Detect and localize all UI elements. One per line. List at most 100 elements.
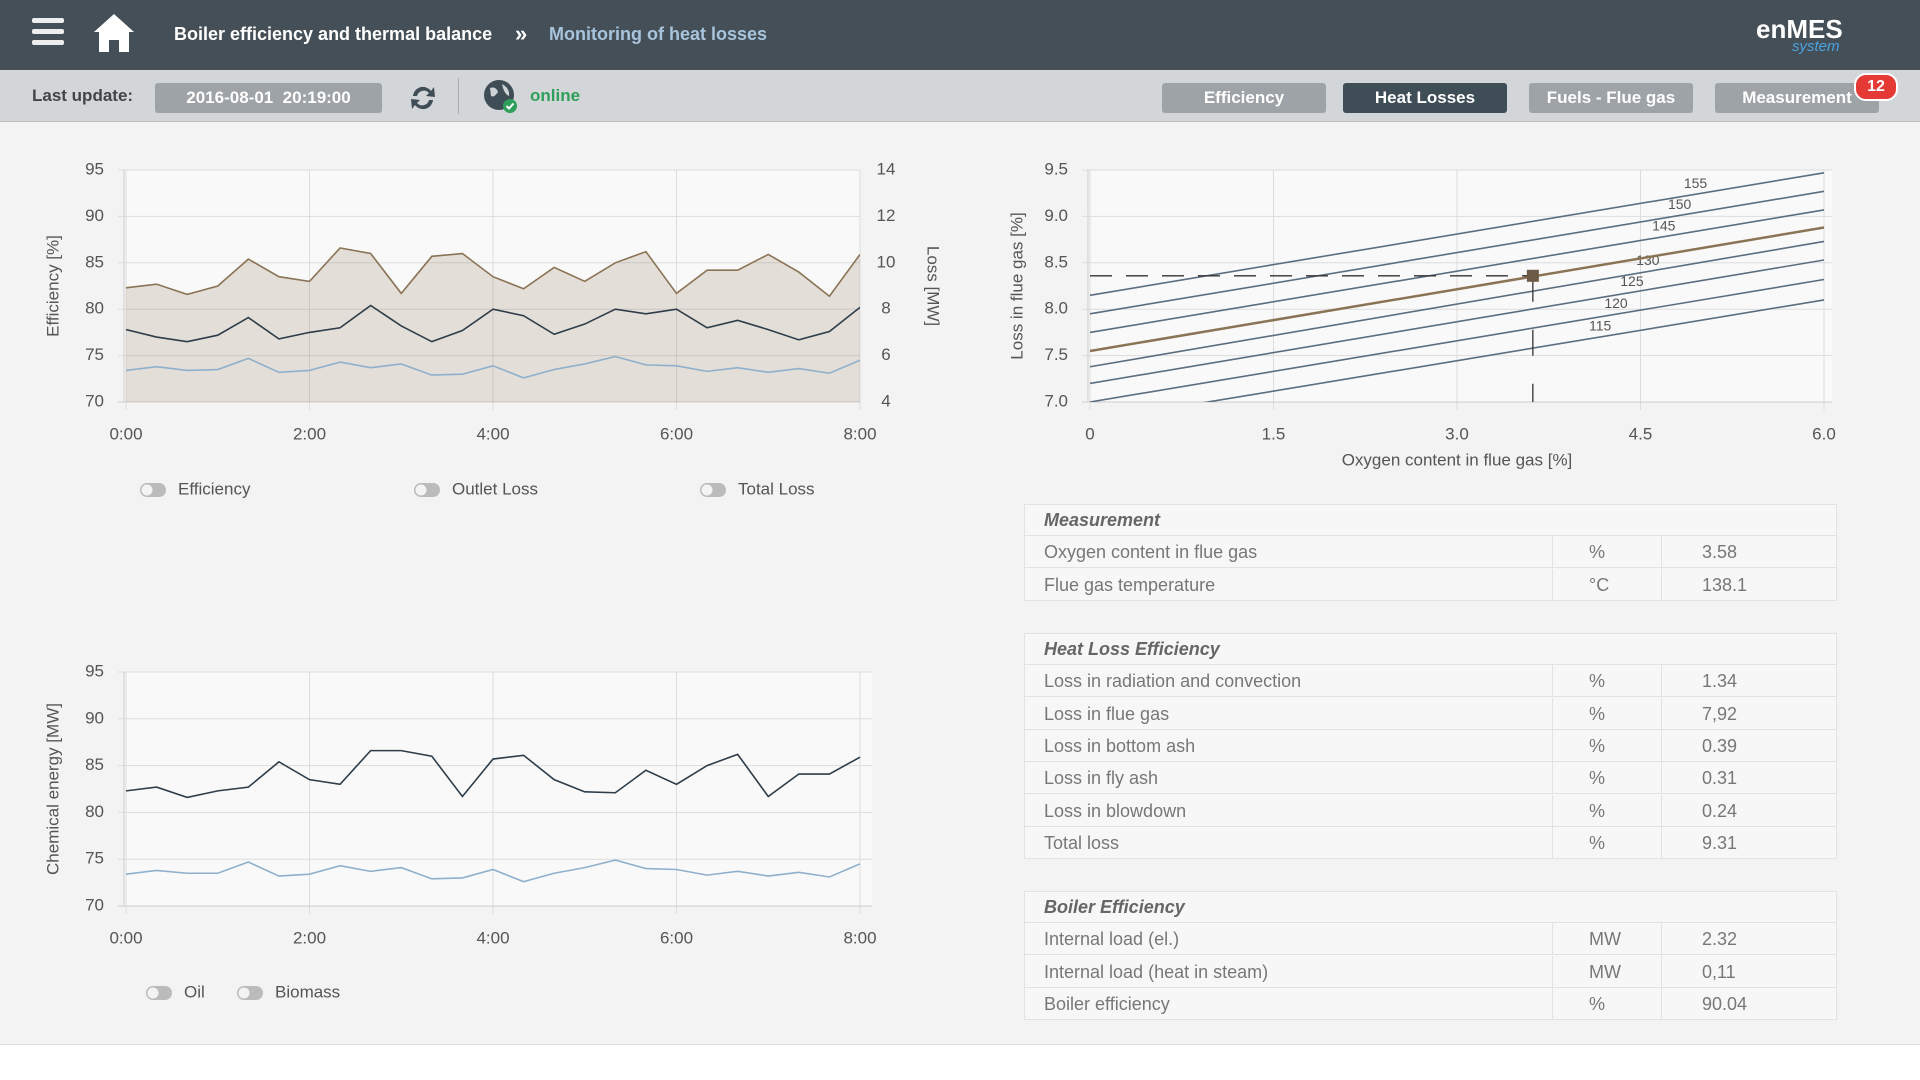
- refresh-icon[interactable]: [408, 82, 438, 114]
- home-icon[interactable]: [92, 12, 136, 54]
- plot-background: [1088, 170, 1832, 402]
- y-tick-label: 70: [85, 895, 104, 914]
- legend-toggle-knob: [141, 484, 153, 496]
- row-value: 0.39: [1662, 730, 1837, 762]
- table-title: Heat Loss Efficiency: [1024, 633, 1837, 665]
- y-tick-label: 70: [85, 391, 104, 410]
- table-title: Measurement: [1024, 504, 1837, 536]
- plot-background: [124, 672, 872, 906]
- x-tick-label: 2:00: [293, 424, 326, 443]
- x-tick-label: 0:00: [109, 928, 142, 947]
- last-update-label: Last update:: [32, 86, 134, 105]
- y2-tick-label: 4: [881, 391, 890, 410]
- row-unit: %: [1553, 665, 1662, 698]
- x-tick-label: 4.5: [1629, 424, 1653, 443]
- tab[interactable]: Fuels - Flue gas: [1529, 83, 1693, 113]
- y-tick-label: 7.5: [1044, 345, 1068, 364]
- area: [126, 247, 860, 402]
- y2-tick-label: 8: [881, 299, 890, 318]
- row-label: Loss in flue gas: [1024, 697, 1553, 730]
- x-tick-label: 2:00: [293, 928, 326, 947]
- x-tick-label: 0:00: [109, 424, 142, 443]
- row-value: 9.31: [1662, 827, 1837, 859]
- row-label: Flue gas temperature: [1024, 568, 1553, 601]
- row-label: Internal load (el.): [1024, 923, 1553, 956]
- legend-label: Efficiency: [178, 479, 251, 498]
- line: [1089, 190, 1825, 315]
- table-box: [1024, 504, 1837, 601]
- legend-toggle-knob: [147, 987, 159, 999]
- legend-label: Oil: [184, 982, 205, 1001]
- line: [1089, 209, 1825, 334]
- line: [1089, 226, 1825, 353]
- row-label: Oxygen content in flue gas: [1024, 536, 1553, 569]
- y-tick-label: 90: [85, 206, 104, 225]
- line: [125, 355, 860, 379]
- y2-tick-label: 10: [877, 252, 896, 271]
- row-unit: %: [1553, 987, 1662, 1020]
- y2-tick-label: 6: [881, 345, 890, 364]
- line: [1089, 278, 1825, 402]
- last-update: 2016-08-01 20:19:00: [155, 83, 382, 113]
- y-tick-label: 80: [85, 802, 104, 821]
- y-tick-label: 7.0: [1044, 391, 1068, 410]
- line-label: 150: [1668, 196, 1692, 212]
- tab[interactable]: Heat Losses: [1343, 83, 1507, 113]
- row-value: 0,11: [1662, 956, 1837, 988]
- x-tick-label: 1.5: [1262, 424, 1286, 443]
- row-label: Loss in bottom ash: [1024, 729, 1553, 762]
- row-value: 1.34: [1662, 665, 1837, 698]
- plot-background: [124, 170, 860, 402]
- y-tick-label: 75: [85, 345, 104, 364]
- x-axis-label: Oxygen content in flue gas [%]: [1342, 450, 1573, 469]
- y2-tick-label: 12: [877, 206, 896, 225]
- x-tick-label: 4:00: [476, 928, 509, 947]
- y-axis-label: Efficiency [%]: [43, 235, 62, 337]
- menu-icon[interactable]: [32, 16, 66, 48]
- line: [1089, 171, 1825, 297]
- logo-sub: system: [1792, 38, 1840, 55]
- row-label: Internal load (heat in steam): [1024, 955, 1553, 988]
- logo: enMES: [1756, 14, 1843, 44]
- status: online: [530, 86, 581, 105]
- row-value: 90.04: [1662, 988, 1837, 1020]
- table-box: [1024, 633, 1837, 860]
- row-unit: MW: [1553, 955, 1662, 988]
- x-tick-label: 6.0: [1812, 424, 1836, 443]
- page-title: Boiler efficiency and thermal balance: [174, 24, 493, 44]
- row-value: 0.24: [1662, 795, 1837, 827]
- line-label: 155: [1684, 175, 1708, 191]
- legend-label: Total Loss: [738, 479, 815, 498]
- row-unit: °C: [1553, 568, 1662, 601]
- line: [125, 749, 861, 799]
- row-unit: MW: [1553, 923, 1662, 956]
- y-tick-label: 85: [85, 755, 104, 774]
- line: [1202, 299, 1825, 402]
- y-tick-label: 95: [85, 159, 104, 178]
- legend-label: Outlet Loss: [452, 479, 538, 498]
- breadcrumb[interactable]: Monitoring of heat losses: [549, 24, 768, 44]
- table-title: Boiler Efficiency: [1024, 891, 1837, 923]
- row-value: 7,92: [1662, 698, 1837, 730]
- x-tick-label: 6:00: [660, 928, 693, 947]
- tab[interactable]: Efficiency: [1162, 83, 1326, 113]
- line-label: 115: [1589, 318, 1612, 334]
- y-tick-label: 8.5: [1044, 252, 1068, 271]
- row-unit: %: [1553, 762, 1662, 795]
- row-value: 0.31: [1662, 762, 1837, 795]
- x-tick-label: 8:00: [843, 424, 876, 443]
- row-label: Boiler efficiency: [1024, 987, 1553, 1020]
- row-label: Loss in blowdown: [1024, 794, 1553, 827]
- tab[interactable]: Measurement: [1715, 83, 1879, 113]
- y-tick-label: 95: [85, 661, 104, 680]
- line-label: 145: [1652, 217, 1676, 233]
- row-unit: %: [1553, 729, 1662, 762]
- line: [125, 304, 860, 343]
- row-unit: %: [1553, 697, 1662, 730]
- row-label: Loss in radiation and convection: [1024, 665, 1553, 698]
- y-tick-label: 85: [85, 252, 104, 271]
- y-tick-label: 9.5: [1044, 159, 1068, 178]
- legend-toggle-knob: [238, 987, 250, 999]
- line: [125, 859, 861, 883]
